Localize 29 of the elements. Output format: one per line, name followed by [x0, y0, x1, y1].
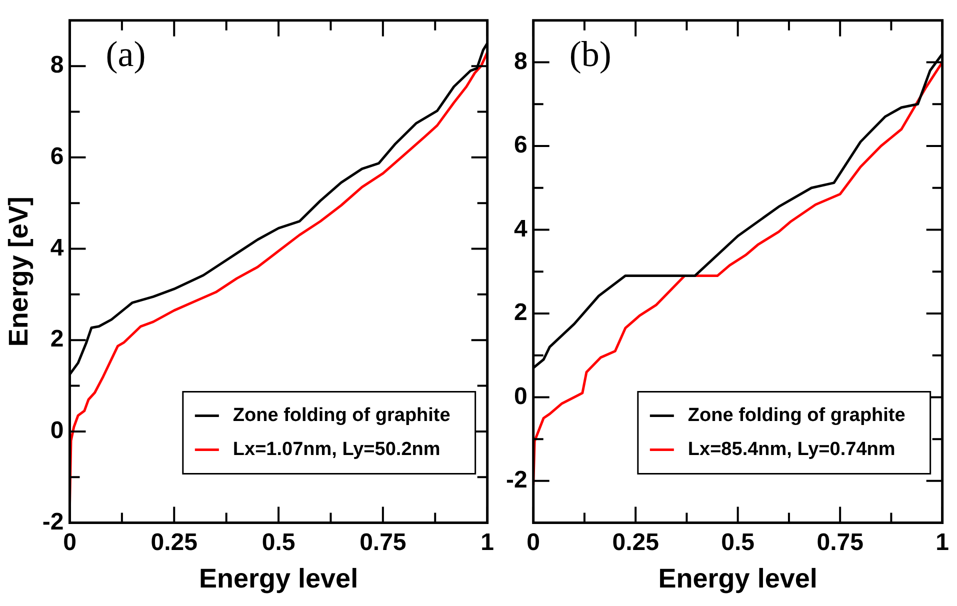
y-tick-label: 8 — [50, 52, 64, 79]
x-tick-label: 1 — [936, 528, 950, 556]
x-tick-label: 0.75 — [360, 528, 406, 556]
y-tick-label: 4 — [50, 234, 64, 262]
y-tick-label: 2 — [50, 326, 64, 353]
legend-label: Zone folding of graphite — [688, 405, 906, 426]
annotation: (b) — [569, 34, 612, 74]
y-tick-label: 6 — [50, 143, 64, 170]
x-tick-label: 0.5 — [721, 528, 755, 556]
y-tick-label: 0 — [514, 382, 528, 410]
y-tick-label: 0 — [50, 417, 64, 444]
x-tick-label: 0.5 — [262, 528, 296, 556]
legend-label: Zone folding of graphite — [232, 405, 450, 426]
x-tick-label: 0.75 — [816, 528, 864, 556]
x-tick-label: 0.25 — [150, 528, 198, 556]
y-axis-title: Energy [eV] — [4, 196, 34, 347]
y-tick-label: 2 — [514, 299, 528, 326]
y-tick-label: 4 — [514, 215, 528, 242]
y-tick-label: -2 — [506, 466, 528, 494]
x-tick-label: 0.25 — [612, 528, 659, 556]
legend-label: Lx=1.07nm, Ly=50.2nm — [232, 439, 440, 460]
y-tick-label: 6 — [514, 132, 528, 159]
y-tick-label: 8 — [514, 48, 528, 75]
x-axis-title: Energy level — [198, 563, 358, 594]
legend-label: Lx=85.4nm, Ly=0.74nm — [688, 439, 896, 460]
x-axis-title: Energy level — [658, 563, 818, 594]
annotation: (a) — [106, 34, 146, 74]
x-tick-label: 1 — [480, 528, 494, 556]
y-tick-label: -2 — [42, 508, 64, 536]
